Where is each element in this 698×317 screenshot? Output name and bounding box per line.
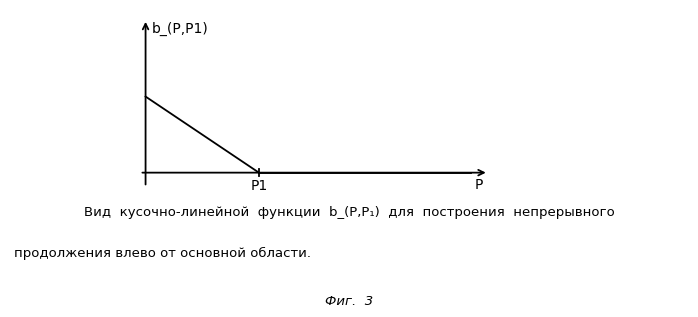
Text: P1: P1 xyxy=(251,179,267,193)
Text: Фиг.  3: Фиг. 3 xyxy=(325,295,373,308)
Text: b_(P,P1): b_(P,P1) xyxy=(151,22,208,36)
Text: продолжения влево от основной области.: продолжения влево от основной области. xyxy=(14,247,311,260)
Text: P: P xyxy=(475,178,483,192)
Text: Вид  кусочно-линейной  функции  b_(P,P₁)  для  построения  непрерывного: Вид кусочно-линейной функции b_(P,P₁) дл… xyxy=(84,206,614,219)
